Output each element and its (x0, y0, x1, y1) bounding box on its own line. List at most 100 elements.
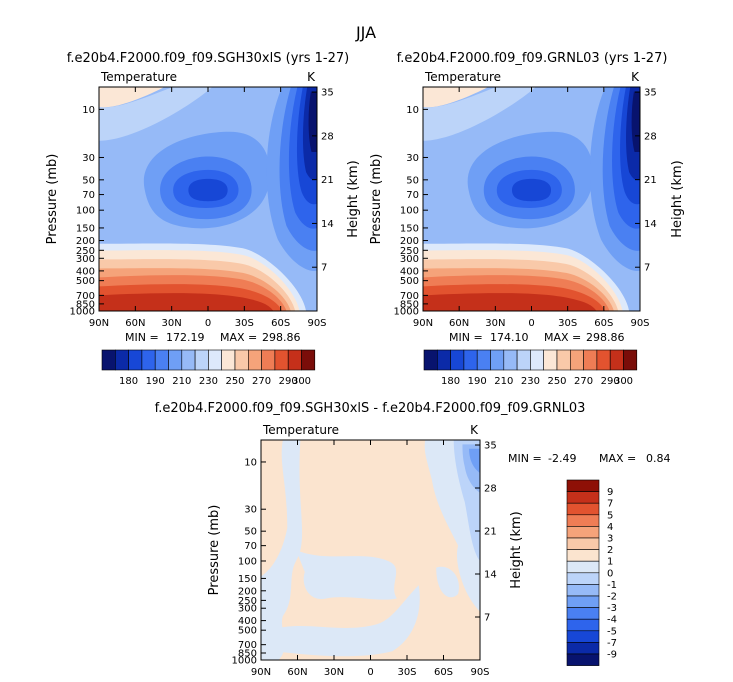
x-tick-label: 90S (630, 318, 649, 329)
colorbar-cell (287, 349, 302, 371)
y-tick-label: 200 (400, 236, 419, 247)
x-tick-label: 60S (594, 318, 613, 329)
colorbar-cell (566, 653, 600, 666)
colorbar-cell (530, 349, 545, 371)
colorbar-cell (208, 349, 222, 371)
x-tick-label: 30N (324, 667, 344, 678)
y-tick-label: 300 (76, 254, 95, 265)
y-tick-label: 250 (76, 246, 95, 257)
south-pole-core (308, 91, 317, 152)
colorbar-cell (436, 349, 451, 371)
y2-tick-label: 21 (644, 175, 657, 186)
max-value: 298.86 (262, 331, 301, 344)
colorbar-cell (569, 349, 584, 371)
variable-label: Temperature (424, 70, 501, 84)
x-tick-label: 30N (162, 318, 182, 329)
colorbar-cell (566, 491, 600, 504)
y-tick-label: 150 (400, 223, 419, 234)
colorbar-cell (248, 349, 262, 371)
x-tick-label: 30S (397, 667, 416, 678)
y-tick-label: 100 (238, 556, 257, 567)
colorbar-label: 230 (521, 376, 540, 387)
x-tick-label: 90N (413, 318, 433, 329)
y2-tick-label: 14 (484, 569, 497, 580)
upper-left-pale-region (99, 87, 213, 141)
x-tick-label: 30N (485, 318, 505, 329)
axes: 1030507010015020025030040050070085010003… (232, 440, 497, 678)
y2-tick-label: 35 (484, 440, 497, 451)
colorbar-cell (476, 349, 491, 371)
max-value: 298.86 (586, 331, 625, 344)
colorbar-label: -2 (607, 592, 617, 603)
colorbar-label: 210 (172, 376, 191, 387)
y-tick-label: 850 (400, 299, 419, 310)
y-tick-label: 850 (238, 649, 257, 660)
x-tick-label: 60S (271, 318, 290, 329)
colorbar-label: 180 (119, 376, 138, 387)
x-tick-label: 30S (235, 318, 254, 329)
colorbar-label: 270 (252, 376, 271, 387)
colorbar-cell (181, 349, 196, 371)
units-label: K (307, 70, 316, 84)
colorbar-cell (566, 549, 600, 562)
y-tick-label: 500 (76, 276, 95, 287)
colorbar-cell (609, 349, 624, 371)
y-tick-label: 10 (82, 105, 95, 116)
difference-field (261, 440, 480, 660)
y-axis-label: Pressure (mb) (369, 154, 384, 245)
panel-title: f.e20b4.F2000.f09_f09.SGH30xlS - f.e20b4… (155, 401, 586, 416)
y-tick-label: 150 (76, 223, 95, 234)
colorbar-cell (490, 349, 505, 371)
colorbar-cell (463, 349, 478, 371)
y-tick-label: 30 (406, 153, 419, 164)
min-label: MIN = (125, 331, 159, 344)
colorbar-cell (503, 349, 518, 371)
y2-tick-label: 28 (321, 131, 334, 142)
y-tick-label: 50 (82, 175, 95, 186)
y-tick-label: 400 (238, 616, 257, 627)
colorbar-cell (596, 349, 611, 371)
y-tick-label: 500 (238, 626, 257, 637)
colorbar-cell (141, 349, 156, 371)
y2-tick-label: 21 (321, 175, 334, 186)
y-tick-label: 100 (76, 206, 95, 217)
y-tick-label: 700 (238, 640, 257, 651)
surface-band-14 (423, 293, 597, 311)
y2-tick-label: 14 (321, 219, 334, 230)
y2-tick-label: 35 (321, 88, 334, 99)
y-tick-label: 200 (76, 236, 95, 247)
x-tick-label: 90S (307, 318, 326, 329)
y-tick-label: 70 (406, 190, 419, 201)
min-label: MIN = (449, 331, 483, 344)
y-tick-label: 200 (238, 586, 257, 597)
y-axis-label: Pressure (mb) (45, 154, 60, 245)
colorbar-cell (128, 349, 143, 371)
y-tick-label: 70 (82, 190, 95, 201)
y-tick-label: 300 (400, 254, 419, 265)
temperature-field (423, 87, 640, 311)
x-tick-label: 0 (528, 318, 534, 329)
y2-tick-label: 7 (644, 263, 650, 274)
colorbar-cell (450, 349, 465, 371)
colorbar-cell (543, 349, 558, 371)
min-value: -2.49 (548, 452, 576, 465)
x-tick-label: 90S (470, 667, 489, 678)
min-value: 174.10 (490, 331, 529, 344)
colorbar-cell (556, 349, 571, 371)
axes: 1030507010015020025030040050070085010003… (394, 87, 657, 329)
panel-top-left: f.e20b4.F2000.f09_f09.SGH30xlS (yrs 1-27… (45, 51, 361, 387)
colorbar-cell (115, 349, 129, 371)
negative-region-lower (274, 585, 420, 657)
colorbar-cell (168, 349, 183, 371)
colorbar-label: 300 (614, 376, 633, 387)
colorbar-label: 3 (607, 534, 613, 545)
panel-top-right: f.e20b4.F2000.f09_f09.GRNL03 (yrs 1-27) … (369, 51, 685, 387)
temperature-field (99, 87, 317, 311)
y-tick-label: 30 (82, 153, 95, 164)
colorbar-cell (274, 349, 289, 371)
max-label: MAX = (599, 452, 636, 465)
y-tick-label: 10 (406, 105, 419, 116)
colorbar-cell (261, 349, 276, 371)
y2-tick-label: 28 (484, 483, 497, 494)
upper-left-warm-region (423, 87, 489, 108)
